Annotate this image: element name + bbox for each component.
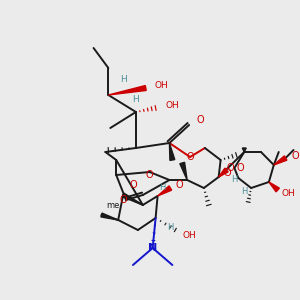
Polygon shape [122,193,143,205]
Polygon shape [169,143,175,160]
Text: H: H [167,224,174,232]
Text: me: me [106,200,120,209]
Text: N: N [148,243,157,253]
Text: H: H [231,176,238,184]
Polygon shape [242,148,246,152]
Text: O: O [236,163,244,173]
Text: O: O [175,180,183,190]
Polygon shape [180,162,187,180]
Text: H: H [133,95,139,104]
Polygon shape [219,168,228,177]
Text: OH: OH [166,101,179,110]
Polygon shape [108,85,146,95]
Text: OH: OH [182,230,196,239]
Text: OH: OH [154,82,168,91]
Text: O: O [227,163,234,173]
Text: O: O [197,115,205,125]
Text: O: O [119,195,127,205]
Polygon shape [269,182,279,192]
Text: H: H [120,76,127,85]
Text: O: O [186,152,194,162]
Text: O: O [224,168,232,178]
Text: O: O [146,170,154,180]
Polygon shape [274,156,287,165]
Text: H: H [241,188,248,196]
Polygon shape [158,186,172,196]
Text: O: O [292,151,299,161]
Text: O: O [129,180,137,190]
Text: H: H [160,184,166,193]
Polygon shape [101,213,118,220]
Text: OH: OH [282,190,296,199]
